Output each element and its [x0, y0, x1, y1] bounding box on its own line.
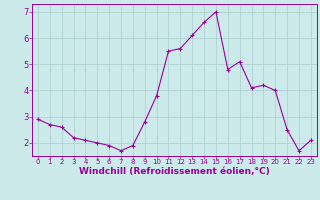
X-axis label: Windchill (Refroidissement éolien,°C): Windchill (Refroidissement éolien,°C) — [79, 167, 270, 176]
